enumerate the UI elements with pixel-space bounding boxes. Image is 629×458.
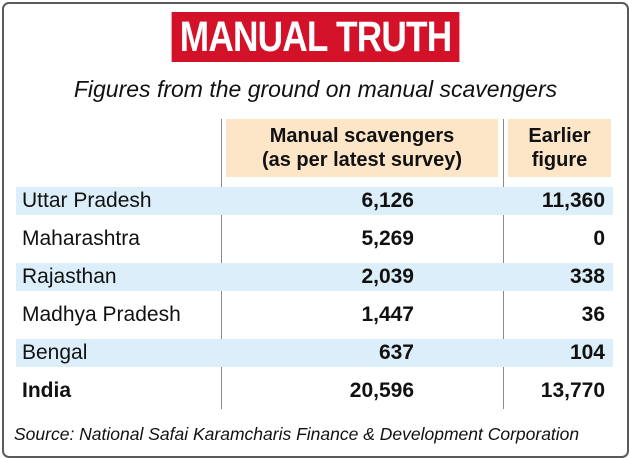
row-label: Madhya Pradesh [22, 303, 181, 326]
latest-value: 6,126 [361, 189, 414, 212]
latest-value: 20,596 [349, 379, 414, 402]
chart-title: MANUAL TRUTH [171, 12, 460, 62]
header-earlier-figure: Earlier figure [508, 119, 611, 177]
header-latest-survey: Manual scavengers (as per latest survey) [226, 119, 498, 177]
table-row: Uttar Pradesh 6,126 11,360 [16, 187, 613, 215]
latest-value: 5,269 [361, 227, 414, 250]
table-row: Rajasthan 2,039 338 [16, 263, 613, 291]
row-label: India [22, 379, 72, 402]
row-label: Bengal [22, 341, 88, 364]
earlier-value: 104 [569, 341, 605, 364]
earlier-value: 36 [581, 303, 605, 326]
table-row: India 20,596 13,770 [16, 377, 613, 405]
latest-value: 1,447 [361, 303, 414, 326]
earlier-value: 13,770 [540, 379, 605, 402]
header-latest-line1: Manual scavengers [269, 125, 455, 147]
row-label: Maharashtra [22, 227, 140, 250]
latest-value: 637 [378, 341, 414, 364]
header-latest-line2: (as per latest survey) [261, 149, 463, 171]
row-label: Uttar Pradesh [22, 189, 152, 212]
earlier-value: 338 [569, 265, 605, 288]
earlier-value: 0 [593, 227, 605, 250]
title-banner: MANUAL TRUTH [4, 12, 627, 62]
latest-value: 2,039 [361, 265, 414, 288]
header-earlier-line2: figure [531, 149, 588, 171]
source-note: Source: National Safai Karamcharis Finan… [14, 424, 580, 444]
table-row: Maharashtra 5,269 0 [16, 225, 613, 253]
earlier-value: 11,360 [541, 189, 605, 212]
chart-subtitle: Figures from the ground on manual scaven… [73, 76, 558, 102]
table-row: Bengal 637 104 [16, 339, 613, 367]
row-label: Rajasthan [22, 265, 117, 288]
table-row: Madhya Pradesh 1,447 36 [16, 301, 613, 329]
header-earlier-line1: Earlier [528, 125, 591, 147]
